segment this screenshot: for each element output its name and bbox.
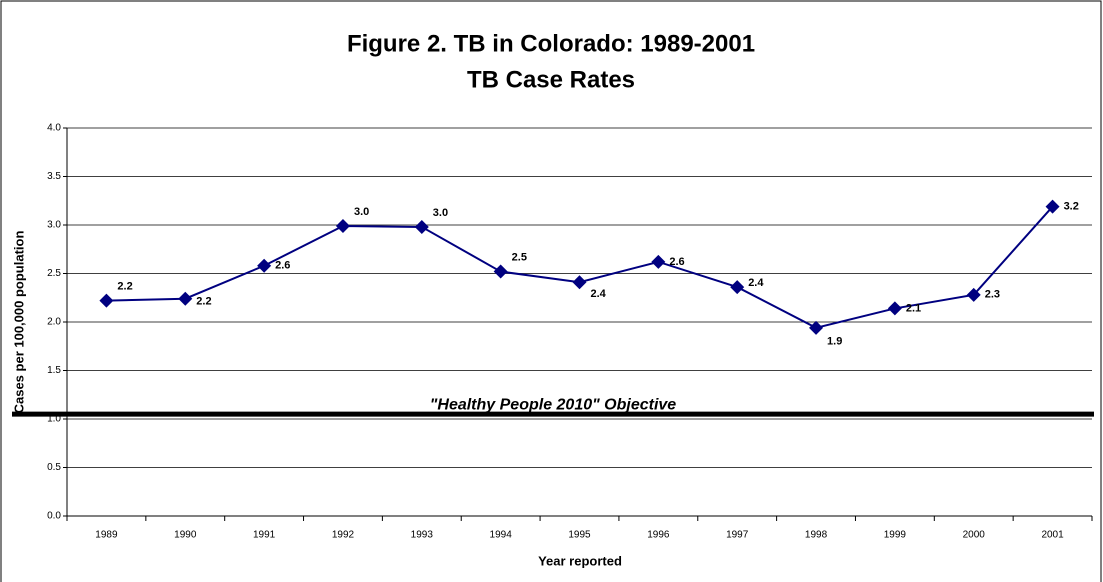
marker	[887, 301, 902, 316]
x-tick-label: 2001	[1041, 530, 1064, 541]
marker	[1045, 199, 1060, 214]
y-tick-label: 1.0	[47, 414, 61, 425]
y-tick-label: 3.5	[47, 171, 61, 182]
y-tick-label: 0.5	[47, 462, 61, 473]
x-tick-label: 1997	[726, 530, 749, 541]
x-tick-label: 1993	[411, 530, 434, 541]
y-tick-label: 1.5	[47, 365, 61, 376]
chart-subtitle: TB Case Rates	[467, 66, 635, 93]
x-tick-label: 1994	[490, 530, 513, 541]
data-label: 2.5	[512, 251, 527, 263]
x-tick-label: 1998	[805, 530, 828, 541]
marker	[966, 287, 981, 302]
y-tick-label: 0.0	[47, 511, 61, 522]
marker	[178, 291, 193, 306]
x-axis-title: Year reported	[538, 553, 622, 568]
marker	[730, 280, 745, 295]
data-label: 2.2	[196, 296, 211, 308]
marker	[572, 275, 587, 290]
x-tick-label: 1992	[332, 530, 355, 541]
marker	[493, 264, 508, 279]
reference-label: "Healthy People 2010" Objective	[430, 396, 676, 413]
marker	[809, 320, 824, 335]
data-label: 2.2	[117, 281, 132, 293]
data-label: 2.3	[985, 289, 1000, 301]
x-tick-label: 1999	[884, 530, 907, 541]
y-tick-label: 2.0	[47, 317, 61, 328]
data-label: 3.0	[433, 207, 448, 219]
y-tick-label: 2.5	[47, 268, 61, 279]
data-label: 1.9	[827, 336, 842, 348]
x-tick-label: 2000	[963, 530, 986, 541]
marker	[257, 258, 272, 273]
data-label: 3.0	[354, 206, 369, 218]
data-label: 2.4	[748, 277, 764, 289]
marker	[99, 293, 114, 308]
marker	[651, 254, 666, 269]
x-tick-label: 1996	[647, 530, 670, 541]
marker	[414, 219, 429, 234]
data-label: 2.6	[669, 256, 684, 268]
x-tick-label: 1991	[253, 530, 276, 541]
data-label: 2.6	[275, 260, 290, 272]
y-axis-title: Cases per 100,000 population	[11, 231, 26, 414]
chart-title: Figure 2. TB in Colorado: 1989-2001	[347, 30, 755, 57]
x-tick-label: 1990	[174, 530, 197, 541]
y-tick-label: 3.0	[47, 220, 61, 231]
data-label: 2.4	[591, 288, 607, 300]
x-tick-label: 1995	[568, 530, 591, 541]
data-label: 3.2	[1064, 200, 1079, 212]
x-tick-label: 1989	[95, 530, 118, 541]
data-label: 2.1	[906, 302, 921, 314]
y-tick-label: 4.0	[47, 123, 61, 134]
marker	[335, 218, 350, 233]
